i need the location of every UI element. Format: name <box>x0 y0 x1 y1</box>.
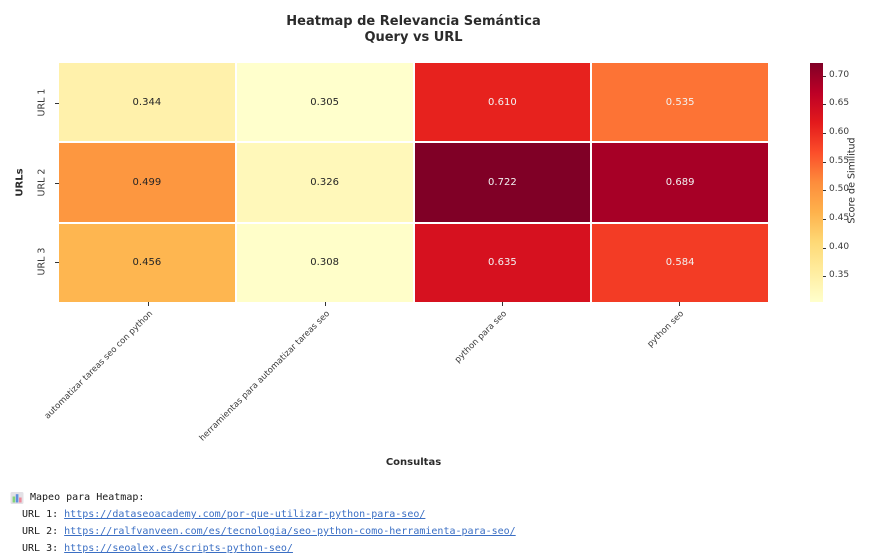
heatmap-cell-value: 0.584 <box>665 257 695 269</box>
y-tick-label: URL 1 <box>36 88 48 117</box>
bar-chart-icon <box>10 491 24 504</box>
chart-title-line2: Query vs URL <box>364 30 463 45</box>
colorbar-axis-label: Score de Similitud <box>846 137 858 224</box>
chart-title: Heatmap de Relevancia Semántica Query vs… <box>59 14 768 46</box>
heatmap-cell-value: 0.344 <box>132 96 162 108</box>
heatmap-cell: 0.610 <box>414 63 591 142</box>
colorbar-tick-label: 0.65 <box>829 98 850 109</box>
heatmap-cell-value: 0.305 <box>310 96 339 108</box>
x-tick-mark <box>324 302 326 306</box>
colorbar-tick-label: 0.55 <box>829 155 850 166</box>
y-tick-label: URL 3 <box>36 247 48 276</box>
heatmap-cell: 0.535 <box>592 63 768 142</box>
x-tick-mark <box>679 302 681 306</box>
x-tick-mark <box>502 302 504 306</box>
chart-title-line1: Heatmap de Relevancia Semántica <box>286 14 541 29</box>
colorbar-tick-mark <box>823 104 826 106</box>
y-tick-mark <box>55 262 59 264</box>
console-heading-line: Mapeo para Heatmap: <box>10 489 516 506</box>
colorbar-tick-label: 0.40 <box>829 241 850 252</box>
colorbar-tick-mark <box>823 247 826 249</box>
y-tick-label: URL 2 <box>36 168 48 196</box>
colorbar-tick-mark <box>823 161 826 163</box>
y-axis-label: URLs <box>14 167 26 197</box>
heatmap-cell-value: 0.635 <box>488 257 517 269</box>
heatmap-cell-value: 0.535 <box>665 96 695 108</box>
x-axis-label: Consultas <box>385 457 442 468</box>
colorbar-tick-label: 0.45 <box>829 212 850 223</box>
heatmap-cell-value: 0.499 <box>132 176 162 188</box>
y-tick-mark <box>55 182 59 184</box>
colorbar-tick-mark <box>823 276 826 278</box>
heatmap-cell: 0.635 <box>414 223 591 302</box>
y-tick-mark <box>55 102 59 104</box>
console-heading-text: Mapeo para Heatmap: <box>30 492 145 503</box>
heatmap-cell: 0.305 <box>236 63 413 142</box>
heatmap-cell: 0.456 <box>59 223 235 302</box>
console-url-link[interactable]: https://seoalex.es/scripts-python-seo/ <box>64 543 293 554</box>
heatmap-cell: 0.722 <box>414 143 591 222</box>
console-url-label: URL 2: <box>22 526 59 537</box>
x-tick-mark <box>147 302 149 306</box>
heatmap-cell: 0.499 <box>59 143 235 222</box>
heatmap-cell: 0.689 <box>592 143 768 222</box>
colorbar-tick-label: 0.50 <box>829 184 850 195</box>
colorbar-tick-mark <box>823 132 826 134</box>
heatmap-cell: 0.308 <box>236 223 413 302</box>
colorbar-tick-label: 0.60 <box>829 126 850 137</box>
console-url-label: URL 1: <box>22 509 59 520</box>
console-url-link[interactable]: https://dataseoacademy.com/por-que-utili… <box>64 509 426 520</box>
colorbar-tick-mark <box>823 190 826 192</box>
console-url-label: URL 3: <box>22 543 59 554</box>
colorbar-tick-label: 0.35 <box>829 270 850 281</box>
console-url-line: URL 2: https://ralfvanveen.com/es/tecnol… <box>10 523 516 540</box>
console-entries: URL 1: https://dataseoacademy.com/por-qu… <box>10 506 516 557</box>
heatmap-cell-value: 0.308 <box>310 257 339 269</box>
console-url-link[interactable]: https://ralfvanveen.com/es/tecnologia/se… <box>64 526 516 537</box>
colorbar-tick-mark <box>823 75 826 77</box>
heatmap-cell-value: 0.610 <box>488 96 517 108</box>
heatmap-cell: 0.584 <box>592 223 768 302</box>
console-url-line: URL 1: https://dataseoacademy.com/por-qu… <box>10 506 516 523</box>
colorbar <box>810 63 823 302</box>
console-url-line: URL 3: https://seoalex.es/scripts-python… <box>10 540 516 557</box>
heatmap-cell-value: 0.456 <box>132 257 162 269</box>
heatmap-grid: 0.344 0.305 0.610 0.535 0.499 0.326 0.722 0.689… <box>59 63 768 302</box>
console-output: Mapeo para Heatmap: URL 1: https://datas… <box>10 489 516 557</box>
colorbar-tick-mark <box>823 218 826 220</box>
heatmap-cell-value: 0.689 <box>665 176 695 188</box>
heatmap-cell: 0.326 <box>236 143 413 222</box>
heatmap-cell-value: 0.722 <box>488 176 517 188</box>
colorbar-tick-label: 0.70 <box>829 69 850 80</box>
heatmap-cell-value: 0.326 <box>310 176 339 188</box>
heatmap-cell: 0.344 <box>59 63 235 142</box>
